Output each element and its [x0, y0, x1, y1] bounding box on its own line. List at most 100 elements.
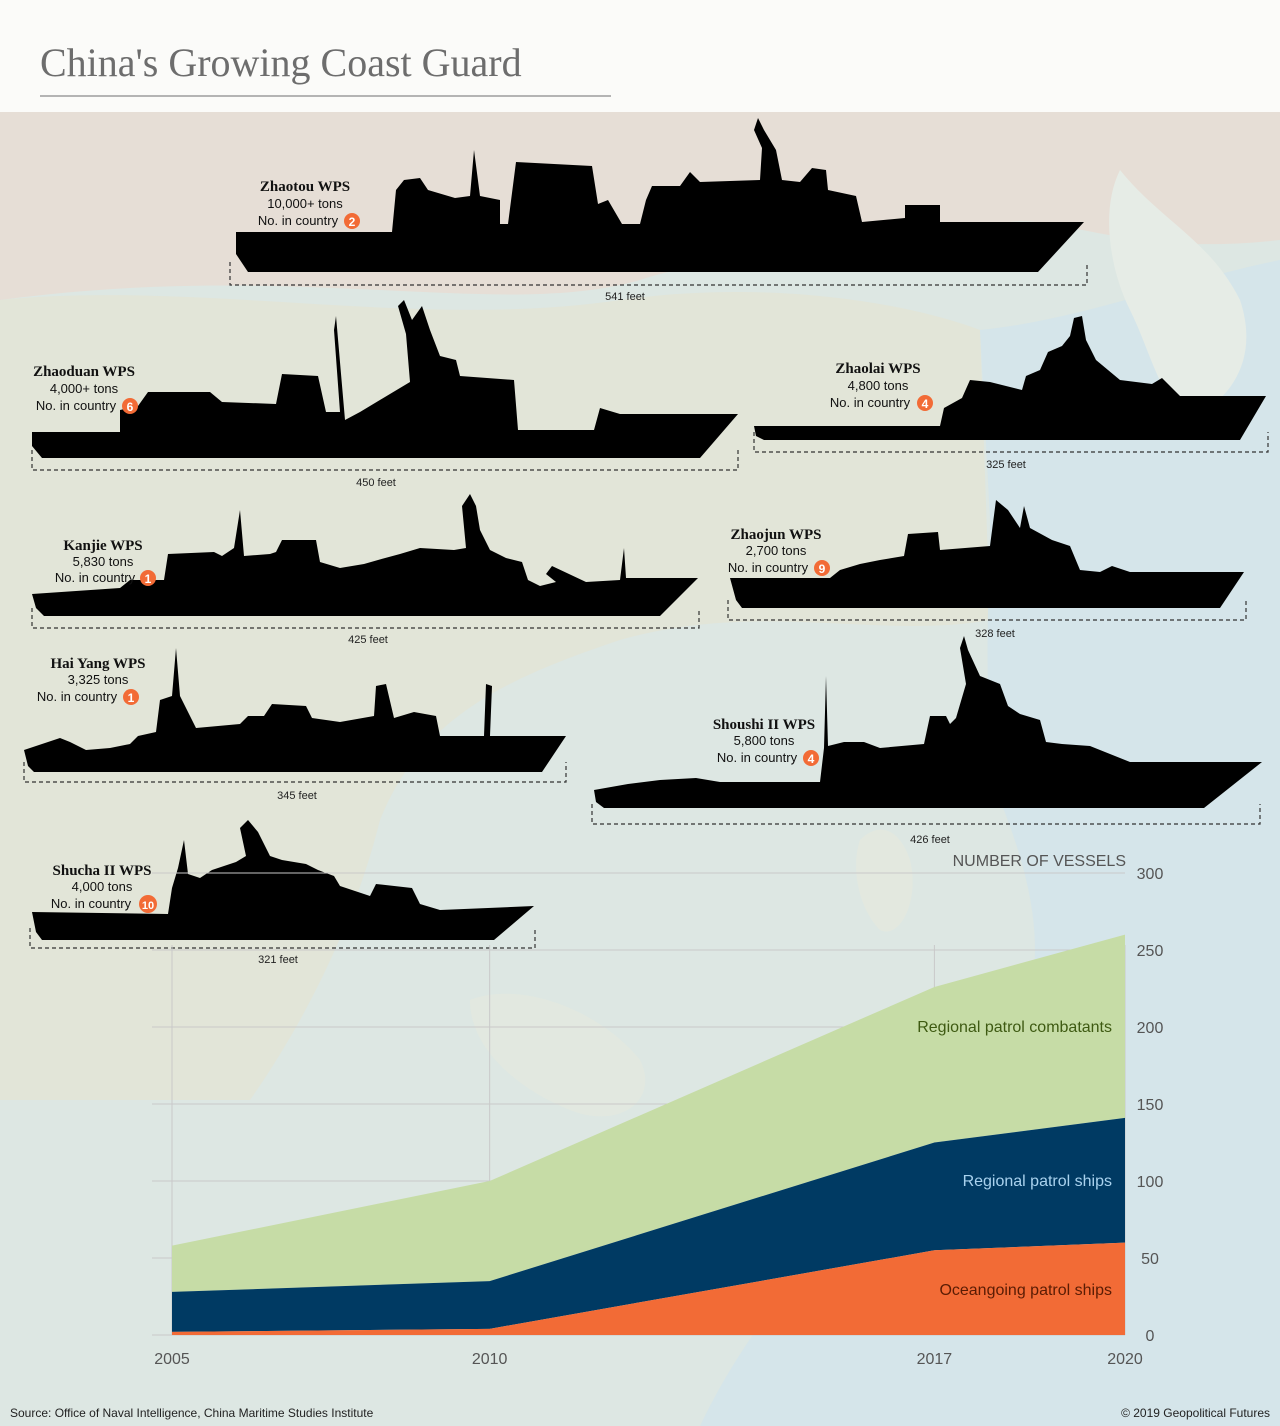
- ship-tons: 4,000 tons: [72, 879, 133, 894]
- length-bracket: [23, 762, 567, 783]
- y-tick-label: 0: [1146, 1328, 1155, 1345]
- y-tick-label: 100: [1137, 1174, 1164, 1191]
- length-bracket: [591, 804, 1261, 825]
- ship-name: Kanjie WPS: [63, 538, 142, 554]
- x-axis: 2005 2010 2017 2020: [154, 1351, 1143, 1368]
- ship-tons: 4,800 tons: [848, 378, 909, 393]
- ship-tons: 10,000+ tons: [267, 196, 343, 211]
- series-label: Regional patrol ships: [963, 1173, 1112, 1190]
- ship-name: Zhaolai WPS: [835, 361, 920, 377]
- y-tick-label: 200: [1137, 1020, 1164, 1037]
- ship-zhaotou: Zhaotou WPS 10,000+ tons No. in country …: [229, 118, 1088, 303]
- ship-length: 325 feet: [986, 459, 1026, 471]
- ship-count: 6: [127, 400, 134, 414]
- ship-length: 345 feet: [277, 790, 317, 802]
- ship-zhaojun: Zhaojun WPS 2,700 tons No. in country 9 …: [727, 500, 1247, 640]
- ship-tons: 2,700 tons: [746, 543, 807, 558]
- ship-count: 2: [349, 215, 356, 229]
- ship-name: Zhaojun WPS: [730, 527, 821, 543]
- area-regional-patrol-ships: [172, 1117, 1125, 1332]
- series-label: Regional patrol combatants: [917, 1019, 1112, 1036]
- length-bracket: [753, 432, 1269, 453]
- ship-silhouette: [730, 500, 1244, 608]
- ship-kanjie: Kanjie WPS 5,830 tons No. in country 1 4…: [31, 494, 700, 646]
- copyright-note: © 2019 Geopolitical Futures: [1121, 1406, 1270, 1420]
- length-bracket: [31, 608, 700, 629]
- ship-length: 328 feet: [975, 628, 1015, 640]
- count-badge: [917, 395, 933, 411]
- count-badge: [140, 570, 156, 586]
- y-tick-label: 250: [1137, 943, 1164, 960]
- ship-count-label: No. in country: [728, 560, 809, 575]
- y-axis: 0 50 100 150 200 250 300: [1137, 866, 1164, 1345]
- ship-count: 4: [808, 752, 815, 766]
- area-oceangoing-patrol-ships: [172, 1242, 1125, 1335]
- page-title: China's Growing Coast Guard: [40, 40, 522, 85]
- ship-tons: 5,830 tons: [73, 554, 134, 569]
- area-regional-patrol-combatants: [172, 934, 1125, 1292]
- series-label: Oceangoing patrol ships: [939, 1282, 1112, 1299]
- ship-count-label: No. in country: [830, 395, 911, 410]
- ship-silhouette: [24, 648, 566, 772]
- ship-shucha-ii: Shucha II WPS 4,000 tons No. in country …: [29, 820, 536, 966]
- ship-length: 321 feet: [258, 954, 298, 966]
- ship-length: 541 feet: [605, 291, 645, 303]
- ship-name: Shucha II WPS: [53, 863, 152, 879]
- source-note: Source: Office of Naval Intelligence, Ch…: [10, 1406, 374, 1420]
- count-badge: [803, 750, 819, 766]
- ship-name: Zhaoduan WPS: [33, 364, 135, 380]
- ship-silhouette: [32, 300, 738, 458]
- ship-name: Shoushi II WPS: [713, 717, 815, 733]
- ship-count-label: No. in country: [37, 689, 118, 704]
- ship-length: 450 feet: [356, 477, 396, 489]
- ship-count: 9: [819, 562, 826, 576]
- ship-silhouette: [32, 494, 698, 616]
- x-tick-label: 2017: [917, 1351, 953, 1368]
- count-badge: [139, 895, 157, 913]
- ship-count: 10: [142, 900, 154, 912]
- count-badge: [123, 689, 139, 705]
- y-axis-label: NUMBER OF VESSELS: [953, 853, 1126, 870]
- ship-count: 1: [128, 691, 135, 705]
- x-tick-label: 2020: [1107, 1351, 1143, 1368]
- vessels-area-chart: 2005 2010 2017 2020 0 50 100 150 200 250 300 NUMB…: [152, 853, 1163, 1368]
- length-bracket: [229, 262, 1088, 286]
- count-badge: [122, 398, 138, 414]
- ship-count: 4: [922, 397, 929, 411]
- ship-silhouette: [236, 118, 1084, 272]
- count-badge: [814, 560, 830, 576]
- ship-count: 1: [145, 572, 152, 586]
- ship-tons: 3,325 tons: [68, 672, 129, 687]
- ship-tons: 4,000+ tons: [50, 381, 119, 396]
- ship-count-label: No. in country: [258, 213, 339, 228]
- ship-count-label: No. in country: [36, 398, 117, 413]
- y-tick-label: 300: [1137, 866, 1164, 883]
- header-band: [0, 0, 1280, 112]
- ship-count-label: No. in country: [51, 896, 132, 911]
- ship-length: 426 feet: [910, 834, 950, 846]
- length-bracket: [29, 928, 536, 949]
- ship-name: Zhaotou WPS: [260, 179, 350, 195]
- ship-silhouette: [32, 820, 534, 940]
- area-series: [172, 934, 1125, 1335]
- ship-zhaolai: Zhaolai WPS 4,800 tons No. in country 4 …: [753, 316, 1269, 471]
- count-badge: [344, 213, 360, 229]
- x-tick-label: 2005: [154, 1351, 190, 1368]
- ship-shoushi-ii: Shoushi II WPS 5,800 tons No. in country…: [591, 636, 1262, 846]
- ship-hai-yang: Hai Yang WPS 3,325 tons No. in country 1…: [23, 648, 567, 802]
- ship-length: 425 feet: [348, 634, 388, 646]
- ship-count-label: No. in country: [55, 570, 136, 585]
- x-tick-label: 2010: [472, 1351, 508, 1368]
- ship-tons: 5,800 tons: [734, 733, 795, 748]
- ship-silhouette: [754, 316, 1266, 440]
- series-labels: Oceangoing patrol ships Regional patrol s…: [917, 1019, 1112, 1299]
- length-bracket: [727, 600, 1247, 621]
- y-tick-label: 50: [1141, 1251, 1159, 1268]
- ship-zhaoduan: Zhaoduan WPS 4,000+ tons No. in country …: [31, 300, 739, 489]
- ship-name: Hai Yang WPS: [50, 656, 145, 672]
- y-tick-label: 150: [1137, 1097, 1164, 1114]
- length-bracket: [31, 450, 739, 471]
- ship-silhouette: [594, 636, 1262, 808]
- ship-count-label: No. in country: [717, 750, 798, 765]
